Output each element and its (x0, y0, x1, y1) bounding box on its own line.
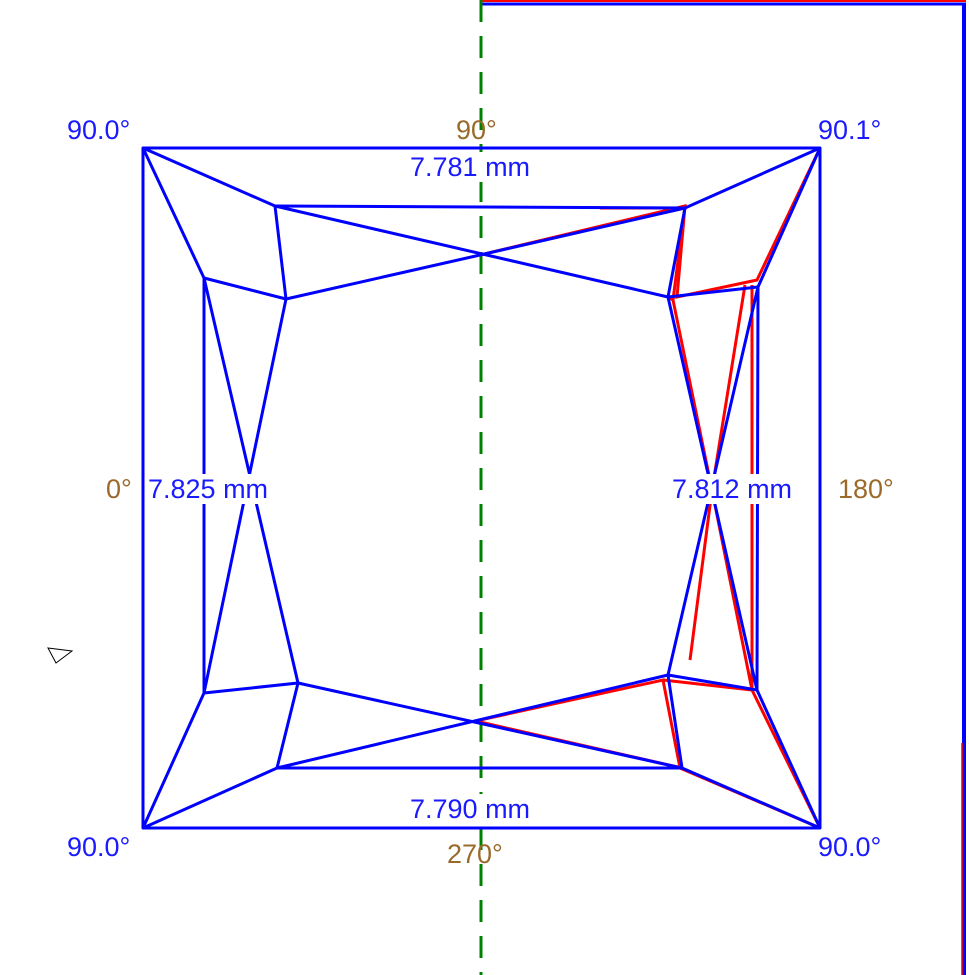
angle-right: 180° (838, 474, 894, 504)
measurement-left: 7.825 mm (146, 474, 271, 504)
measurement-top: 7.781 mm (408, 152, 533, 182)
corner-angle-bottom-left: 90.0° (67, 832, 131, 862)
corner-angle-top-right: 90.1° (818, 115, 882, 145)
measurement-bottom: 7.790 mm (408, 794, 533, 824)
measurement-right: 7.812 mm (670, 474, 795, 504)
angle-left: 0° (106, 474, 132, 504)
corner-angle-bottom-right: 90.0° (818, 832, 882, 862)
triangle-pointer-icon (47, 647, 74, 664)
corner-angle-top-left: 90.0° (67, 115, 131, 145)
angle-bottom: 270° (447, 839, 503, 869)
angle-top: 90° (456, 115, 497, 145)
